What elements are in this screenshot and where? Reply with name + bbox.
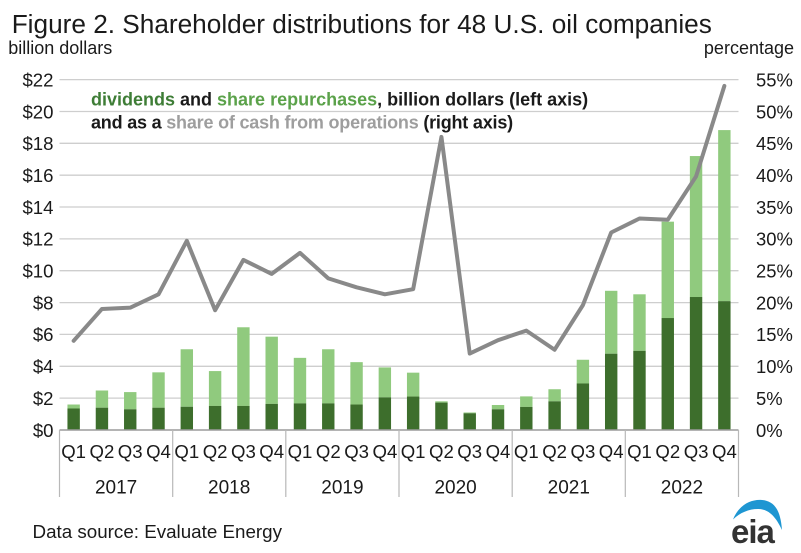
svg-text:and as a share of cash from op: and as a share of cash from operations (…	[91, 113, 513, 133]
svg-text:Q1: Q1	[627, 441, 652, 462]
svg-text:0%: 0%	[756, 420, 783, 441]
svg-text:Q1: Q1	[174, 441, 199, 462]
svg-text:$8: $8	[33, 292, 54, 313]
svg-text:Q2: Q2	[655, 441, 680, 462]
svg-text:Q1: Q1	[401, 441, 426, 462]
svg-text:$0: $0	[33, 420, 54, 441]
svg-text:25%: 25%	[756, 261, 793, 282]
svg-text:Q1: Q1	[288, 441, 313, 462]
svg-text:Q1: Q1	[61, 441, 86, 462]
svg-text:Q4: Q4	[146, 441, 171, 462]
svg-text:$10: $10	[22, 261, 53, 282]
svg-text:Q2: Q2	[542, 441, 567, 462]
svg-text:2022: 2022	[661, 478, 703, 499]
svg-text:Q3: Q3	[684, 441, 709, 462]
svg-text:2021: 2021	[548, 478, 590, 499]
svg-text:40%: 40%	[756, 165, 793, 186]
svg-text:35%: 35%	[756, 197, 793, 218]
svg-text:dividends and share repurchase: dividends and share repurchases, billion…	[91, 90, 588, 110]
svg-text:Q3: Q3	[457, 441, 482, 462]
svg-text:Q4: Q4	[372, 441, 397, 462]
svg-text:Q1: Q1	[514, 441, 539, 462]
svg-text:billion dollars: billion dollars	[8, 38, 112, 58]
svg-text:50%: 50%	[756, 101, 793, 122]
svg-text:2019: 2019	[321, 478, 363, 499]
svg-text:Q2: Q2	[89, 441, 114, 462]
svg-text:5%: 5%	[756, 388, 783, 409]
svg-text:2018: 2018	[208, 478, 250, 499]
svg-text:Q3: Q3	[231, 441, 256, 462]
svg-text:Q2: Q2	[316, 441, 341, 462]
svg-text:Data source: Evaluate Energy: Data source: Evaluate Energy	[33, 521, 283, 542]
svg-text:Q4: Q4	[259, 441, 284, 462]
svg-text:2017: 2017	[95, 478, 137, 499]
svg-text:20%: 20%	[756, 292, 793, 313]
svg-text:2020: 2020	[434, 478, 476, 499]
svg-text:$14: $14	[22, 197, 53, 218]
svg-text:45%: 45%	[756, 133, 793, 154]
svg-text:$6: $6	[33, 324, 54, 345]
svg-text:$12: $12	[22, 229, 53, 250]
svg-text:Q2: Q2	[203, 441, 228, 462]
svg-text:Q2: Q2	[429, 441, 454, 462]
svg-text:Q3: Q3	[570, 441, 595, 462]
svg-text:$20: $20	[22, 101, 53, 122]
svg-text:Figure 2. Shareholder distribu: Figure 2. Shareholder distributions for …	[12, 9, 712, 39]
svg-text:$18: $18	[22, 133, 53, 154]
svg-text:Q4: Q4	[486, 441, 511, 462]
svg-text:$2: $2	[33, 388, 54, 409]
svg-text:$22: $22	[22, 69, 53, 90]
svg-text:30%: 30%	[756, 229, 793, 250]
svg-text:Q4: Q4	[599, 441, 624, 462]
svg-text:$16: $16	[22, 165, 53, 186]
svg-text:percentage: percentage	[704, 38, 794, 58]
svg-text:Q3: Q3	[118, 441, 143, 462]
svg-text:eia: eia	[731, 513, 776, 550]
svg-text:10%: 10%	[756, 356, 793, 377]
svg-text:$4: $4	[33, 356, 54, 377]
svg-text:Q4: Q4	[712, 441, 737, 462]
svg-text:55%: 55%	[756, 69, 793, 90]
svg-text:15%: 15%	[756, 324, 793, 345]
svg-text:Q3: Q3	[344, 441, 369, 462]
